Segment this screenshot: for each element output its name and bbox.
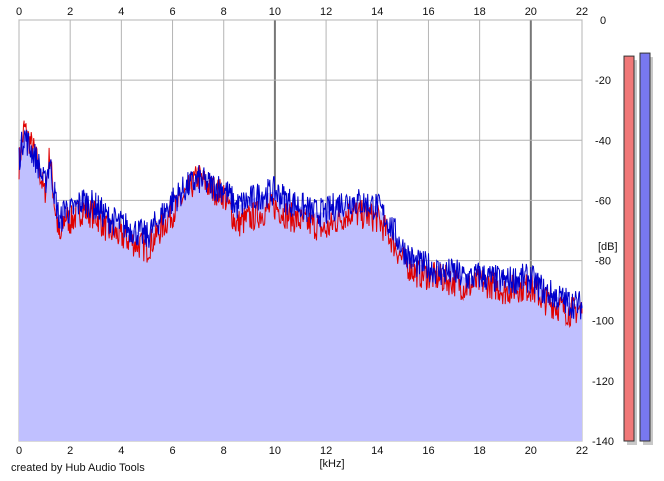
x-tick-label-top: 20 bbox=[525, 6, 537, 18]
y-tick-label: -20 bbox=[595, 75, 611, 87]
x-tick-label-top: 6 bbox=[169, 6, 175, 18]
series-layer bbox=[18, 120, 583, 328]
credit-text: created by Hub Audio Tools bbox=[11, 462, 145, 474]
x-tick-label-bottom: 22 bbox=[576, 445, 588, 457]
x-tick-label-bottom: 0 bbox=[16, 445, 22, 457]
x-tick-label-bottom: 6 bbox=[169, 445, 175, 457]
y-axis-label: [dB] bbox=[598, 241, 618, 253]
x-tick-label-top: 0 bbox=[16, 6, 22, 18]
y-tick-label: -60 bbox=[595, 195, 611, 207]
x-axis-label: [kHz] bbox=[319, 458, 344, 470]
x-tick-label-top: 14 bbox=[371, 6, 383, 18]
y-tick-label: 0 bbox=[600, 15, 606, 27]
x-tick-label-bottom: 12 bbox=[320, 445, 332, 457]
y-tick-label: -80 bbox=[595, 256, 611, 268]
x-tick-label-top: 22 bbox=[576, 6, 588, 18]
x-tick-label-top: 8 bbox=[221, 6, 227, 18]
level-meters bbox=[623, 52, 653, 445]
y-tick-labels: 0 -20 -40 -60 -80 -100 -120 -140 bbox=[592, 15, 614, 448]
y-tick-label: -140 bbox=[592, 436, 614, 448]
level-meter-bar-2 bbox=[639, 52, 651, 442]
x-tick-label-top: 12 bbox=[320, 6, 332, 18]
x-tick-label-bottom: 4 bbox=[118, 445, 124, 457]
x-tick-label-bottom: 18 bbox=[474, 445, 486, 457]
series-line-2 bbox=[18, 129, 583, 320]
x-tick-label-bottom: 16 bbox=[422, 445, 434, 457]
x-tick-label-bottom: 20 bbox=[525, 445, 537, 457]
x-tick-label-top: 2 bbox=[67, 6, 73, 18]
x-tick-label-bottom: 8 bbox=[221, 445, 227, 457]
x-tick-label-top: 16 bbox=[422, 6, 434, 18]
y-tick-label: -100 bbox=[592, 316, 614, 328]
x-tick-label-top: 18 bbox=[474, 6, 486, 18]
y-tick-label: -40 bbox=[595, 135, 611, 147]
level-meter-bar-1 bbox=[623, 55, 635, 442]
y-tick-label: -120 bbox=[592, 376, 614, 388]
x-tick-label-bottom: 10 bbox=[269, 445, 281, 457]
x-tick-label-bottom: 14 bbox=[371, 445, 383, 457]
x-tick-label-top: 4 bbox=[118, 6, 124, 18]
x-tick-label-bottom: 2 bbox=[67, 445, 73, 457]
x-tick-label-top: 10 bbox=[269, 6, 281, 18]
x-tick-labels-top: 0 2 4 6 8 10 12 14 16 18 20 22 bbox=[16, 6, 588, 18]
x-tick-labels-bottom: 0 2 4 6 8 10 12 14 16 18 20 22 bbox=[16, 445, 588, 457]
spectrum-fill-area bbox=[19, 128, 582, 441]
